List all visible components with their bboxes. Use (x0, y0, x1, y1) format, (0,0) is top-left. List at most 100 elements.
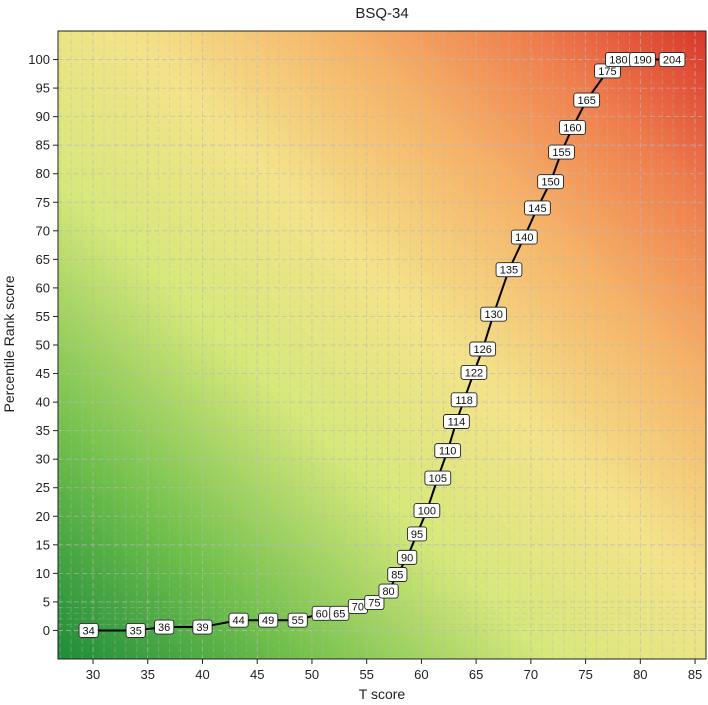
data-point-label: 165 (578, 95, 596, 107)
chart-title: BSQ-34 (355, 5, 408, 22)
data-point-label: 175 (598, 66, 616, 78)
data-point-box (364, 595, 385, 610)
data-point-box (154, 619, 175, 635)
y-tick-label: 70 (36, 223, 50, 238)
data-point-box (629, 52, 656, 67)
data-point-label: 204 (663, 55, 681, 67)
data-point-label: 160 (563, 122, 581, 134)
data-point-label: 75 (368, 597, 380, 609)
data-point-label: 49 (262, 615, 274, 627)
data-point-label: 85 (391, 570, 403, 582)
x-tick-label: 55 (359, 667, 373, 682)
data-point-box (397, 549, 418, 565)
y-tick-label: 95 (36, 81, 50, 96)
data-point-label: 105 (429, 473, 447, 485)
data-point-box (559, 120, 586, 135)
y-tick-label: 45 (36, 366, 50, 381)
data-point-box (469, 341, 497, 357)
y-axis-title: Percentile Rank score (1, 275, 17, 412)
data-point-box (495, 262, 523, 278)
data-point-box (548, 144, 575, 160)
data-point-label: 90 (401, 552, 413, 564)
x-tick-label: 35 (141, 667, 155, 682)
data-point-box (287, 612, 308, 628)
data-point-box (480, 306, 507, 322)
data-point-label: 39 (196, 622, 208, 634)
data-point-box (192, 619, 213, 635)
x-tick-label: 40 (195, 667, 209, 682)
data-point-label: 150 (541, 177, 559, 189)
y-tick-label: 5 (43, 594, 50, 609)
data-point-label: 155 (552, 147, 570, 159)
data-point-box (537, 174, 564, 190)
data-point-label: 44 (232, 615, 244, 627)
data-point-label: 130 (484, 309, 502, 321)
y-tick-label: 15 (36, 537, 50, 552)
data-point-box (78, 623, 99, 638)
data-point-label: 122 (465, 367, 483, 379)
x-tick-label: 65 (469, 667, 483, 682)
x-tick-label: 45 (250, 667, 264, 682)
data-point-box (125, 623, 146, 638)
data-point-label: 65 (333, 608, 345, 620)
data-point-label: 100 (418, 506, 436, 518)
y-tick-label: 60 (36, 280, 50, 295)
data-point-label: 55 (292, 615, 304, 627)
data-point-label: 126 (474, 344, 492, 356)
y-tick-label: 25 (36, 480, 50, 495)
data-point-label: 36 (158, 622, 170, 634)
data-point-label: 60 (316, 608, 328, 620)
x-tick-label: 70 (524, 667, 538, 682)
x-axis-title: T score (359, 686, 406, 702)
data-point-box (658, 52, 686, 67)
data-point-box (434, 443, 462, 459)
data-point-box (228, 612, 249, 628)
data-point-label: 145 (528, 203, 546, 215)
y-tick-label: 20 (36, 509, 50, 524)
y-tick-label: 10 (36, 566, 50, 581)
y-tick-label: 85 (36, 138, 50, 153)
x-tick-label: 85 (688, 667, 702, 682)
data-point-box (573, 92, 601, 108)
x-tick-label: 80 (633, 667, 647, 682)
y-tick-label: 75 (36, 195, 50, 210)
data-point-label: 190 (633, 55, 651, 67)
data-point-label: 35 (130, 625, 142, 637)
data-point-label: 110 (439, 446, 457, 458)
y-tick-label: 40 (36, 395, 50, 410)
data-point-label: 70 (352, 601, 364, 613)
x-tick-label: 75 (578, 667, 592, 682)
series-line (88, 58, 673, 632)
y-tick-label: 35 (36, 423, 50, 438)
data-point-box (460, 364, 488, 380)
data-point-label: 34 (83, 625, 95, 637)
data-point-box (524, 200, 551, 216)
y-tick-label: 90 (36, 109, 50, 124)
data-point-label: 114 (448, 417, 466, 429)
data-point-box (443, 414, 470, 429)
x-tick-label: 60 (414, 667, 428, 682)
data-point-box (510, 229, 538, 245)
data-point-label: 118 (455, 395, 473, 407)
y-tick-label: 100 (28, 52, 50, 67)
data-point-box (406, 526, 428, 542)
data-point-label: 140 (515, 232, 533, 244)
data-point-box (387, 567, 408, 582)
y-tick-label: 55 (36, 309, 50, 324)
data-point-box (413, 503, 441, 519)
data-point-label: 135 (500, 265, 518, 277)
x-tick-label: 30 (86, 667, 100, 682)
data-point-box (378, 583, 399, 599)
y-tick-label: 0 (43, 623, 50, 638)
data-point-label: 80 (382, 586, 394, 598)
y-tick-label: 30 (36, 452, 50, 467)
data-point-label: 95 (411, 529, 423, 541)
data-point-label: 180 (609, 55, 627, 67)
data-point-box (258, 612, 279, 628)
data-point-box (450, 392, 478, 408)
y-tick-label: 80 (36, 166, 50, 181)
y-tick-label: 65 (36, 252, 50, 267)
y-tick-label: 50 (36, 338, 50, 353)
